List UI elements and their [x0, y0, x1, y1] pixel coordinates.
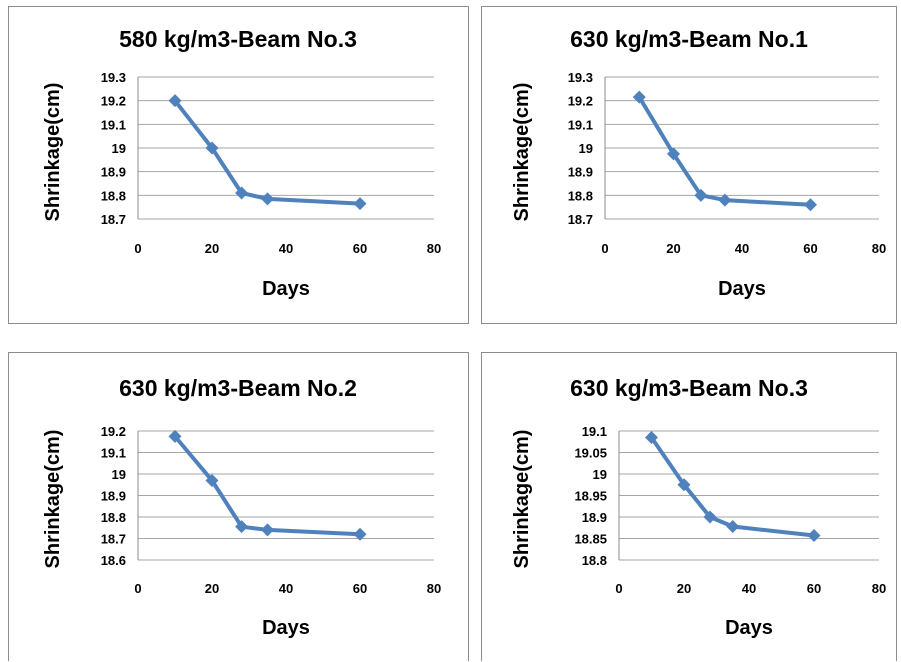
y-tick-label: 18.8: [101, 188, 126, 203]
x-tick-label: 0: [615, 581, 622, 596]
x-tick-label: 20: [666, 241, 680, 256]
y-tick-label: 18.9: [101, 489, 126, 504]
series-line: [173, 98, 362, 206]
y-tick-label: 18.9: [582, 510, 607, 525]
x-tick-label: 20: [205, 581, 219, 596]
x-tick-label: 0: [601, 241, 608, 256]
y-tick-label: 18.7: [101, 532, 126, 547]
data-point: [694, 188, 708, 202]
data-point: [168, 94, 182, 108]
data-point: [807, 528, 821, 542]
x-tick-label: 20: [205, 241, 219, 256]
series-line: [173, 434, 362, 537]
y-tick-label: 18.8: [582, 553, 607, 568]
x-tick-label: 40: [735, 241, 749, 256]
chart-svg-3: 630 kg/m3-Beam No.2 18.6 18.7 18.8 18.9 19 19.…: [42, 375, 441, 639]
data-point: [677, 478, 691, 492]
x-tick-label: 60: [803, 241, 817, 256]
y-axis-label: Shrinkage(cm): [511, 83, 533, 222]
y-tick-label: 19.1: [568, 117, 593, 132]
chart-panel-1: 580 kg/m3-Beam No.3 18.7 18.8 18.9 19 19.1 19.…: [8, 6, 469, 324]
data-point: [235, 186, 249, 200]
data-point: [645, 430, 658, 444]
data-point: [205, 473, 219, 487]
y-tick-label: 18.85: [574, 532, 607, 547]
data-point: [205, 141, 219, 155]
data-point: [261, 523, 274, 537]
x-axis-label: Days: [262, 617, 310, 639]
x-tick-label: 20: [677, 581, 691, 596]
x-tick-label: 40: [279, 581, 293, 596]
x-tick-label: 60: [353, 241, 367, 256]
y-axis-label: Shrinkage(cm): [511, 430, 533, 569]
data-point: [703, 510, 717, 524]
y-tick-label: 18.6: [101, 553, 126, 568]
y-tick-label: 19.1: [101, 117, 126, 132]
x-tick-label: 80: [427, 581, 441, 596]
data-point: [726, 519, 740, 533]
data-point: [353, 527, 367, 541]
data-point: [718, 193, 732, 207]
x-axis-label: Days: [725, 617, 773, 639]
chart-svg-2: 630 kg/m3-Beam No.1 18.7 18.8 18.9 19 19.1 19.…: [511, 26, 886, 300]
y-tick-label: 18.7: [568, 212, 593, 227]
data-point: [353, 197, 367, 211]
y-tick-label: 19.2: [101, 424, 126, 439]
x-tick-label: 0: [134, 581, 141, 596]
data-point: [235, 520, 249, 534]
y-tick-label: 19.1: [582, 424, 607, 439]
x-tick-label: 60: [807, 581, 821, 596]
x-tick-label: 60: [353, 581, 367, 596]
y-tick-label: 19: [593, 467, 607, 482]
data-point: [667, 147, 680, 161]
data-point: [632, 90, 646, 104]
y-tick-label: 19.1: [101, 446, 126, 461]
x-axis-label: Days: [718, 278, 766, 300]
chart-title: 630 kg/m3-Beam No.3: [570, 375, 808, 401]
y-axis-label: Shrinkage(cm): [42, 430, 64, 569]
y-tick-label: 19: [112, 141, 126, 156]
y-tick-label: 18.95: [574, 489, 607, 504]
y-tick-label: 19: [112, 467, 126, 482]
chart-svg-1: 580 kg/m3-Beam No.3 18.7 18.8 18.9 19 19.1 19.…: [42, 26, 441, 300]
y-tick-label: 19.05: [574, 446, 607, 461]
x-tick-label: 0: [134, 241, 141, 256]
chart-title: 630 kg/m3-Beam No.2: [119, 375, 357, 401]
y-tick-label: 18.9: [568, 165, 593, 180]
chart-title: 580 kg/m3-Beam No.3: [119, 26, 357, 52]
y-tick-label: 19.3: [568, 70, 593, 85]
series-line: [637, 95, 813, 207]
y-tick-label: 19.2: [568, 94, 593, 109]
y-tick-label: 19: [579, 141, 593, 156]
y-tick-label: 18.8: [568, 188, 593, 203]
chart-title: 630 kg/m3-Beam No.1: [570, 26, 808, 52]
y-tick-label: 18.7: [101, 212, 126, 227]
y-axis-label: Shrinkage(cm): [42, 83, 64, 222]
data-point: [804, 198, 817, 212]
x-tick-label: 80: [427, 241, 441, 256]
x-tick-label: 80: [872, 581, 886, 596]
chart-panel-2: 630 kg/m3-Beam No.1 18.7 18.8 18.9 19 19.1 19.…: [481, 6, 897, 324]
y-tick-label: 18.9: [101, 165, 126, 180]
chart-panel-3: 630 kg/m3-Beam No.2 18.6 18.7 18.8 18.9 19 19.…: [8, 352, 469, 661]
data-point: [168, 429, 182, 443]
x-tick-label: 40: [279, 241, 293, 256]
y-tick-label: 18.8: [101, 510, 126, 525]
x-tick-label: 80: [872, 241, 886, 256]
data-point: [261, 192, 274, 206]
x-tick-label: 40: [742, 581, 756, 596]
y-tick-label: 19.2: [101, 94, 126, 109]
chart-panel-4: 630 kg/m3-Beam No.3 18.8 18.85 18.9 18.95 19 1…: [481, 352, 897, 661]
x-axis-label: Days: [262, 278, 310, 300]
y-tick-label: 19.3: [101, 70, 126, 85]
chart-svg-4: 630 kg/m3-Beam No.3 18.8 18.85 18.9 18.95 19 1…: [511, 375, 886, 639]
